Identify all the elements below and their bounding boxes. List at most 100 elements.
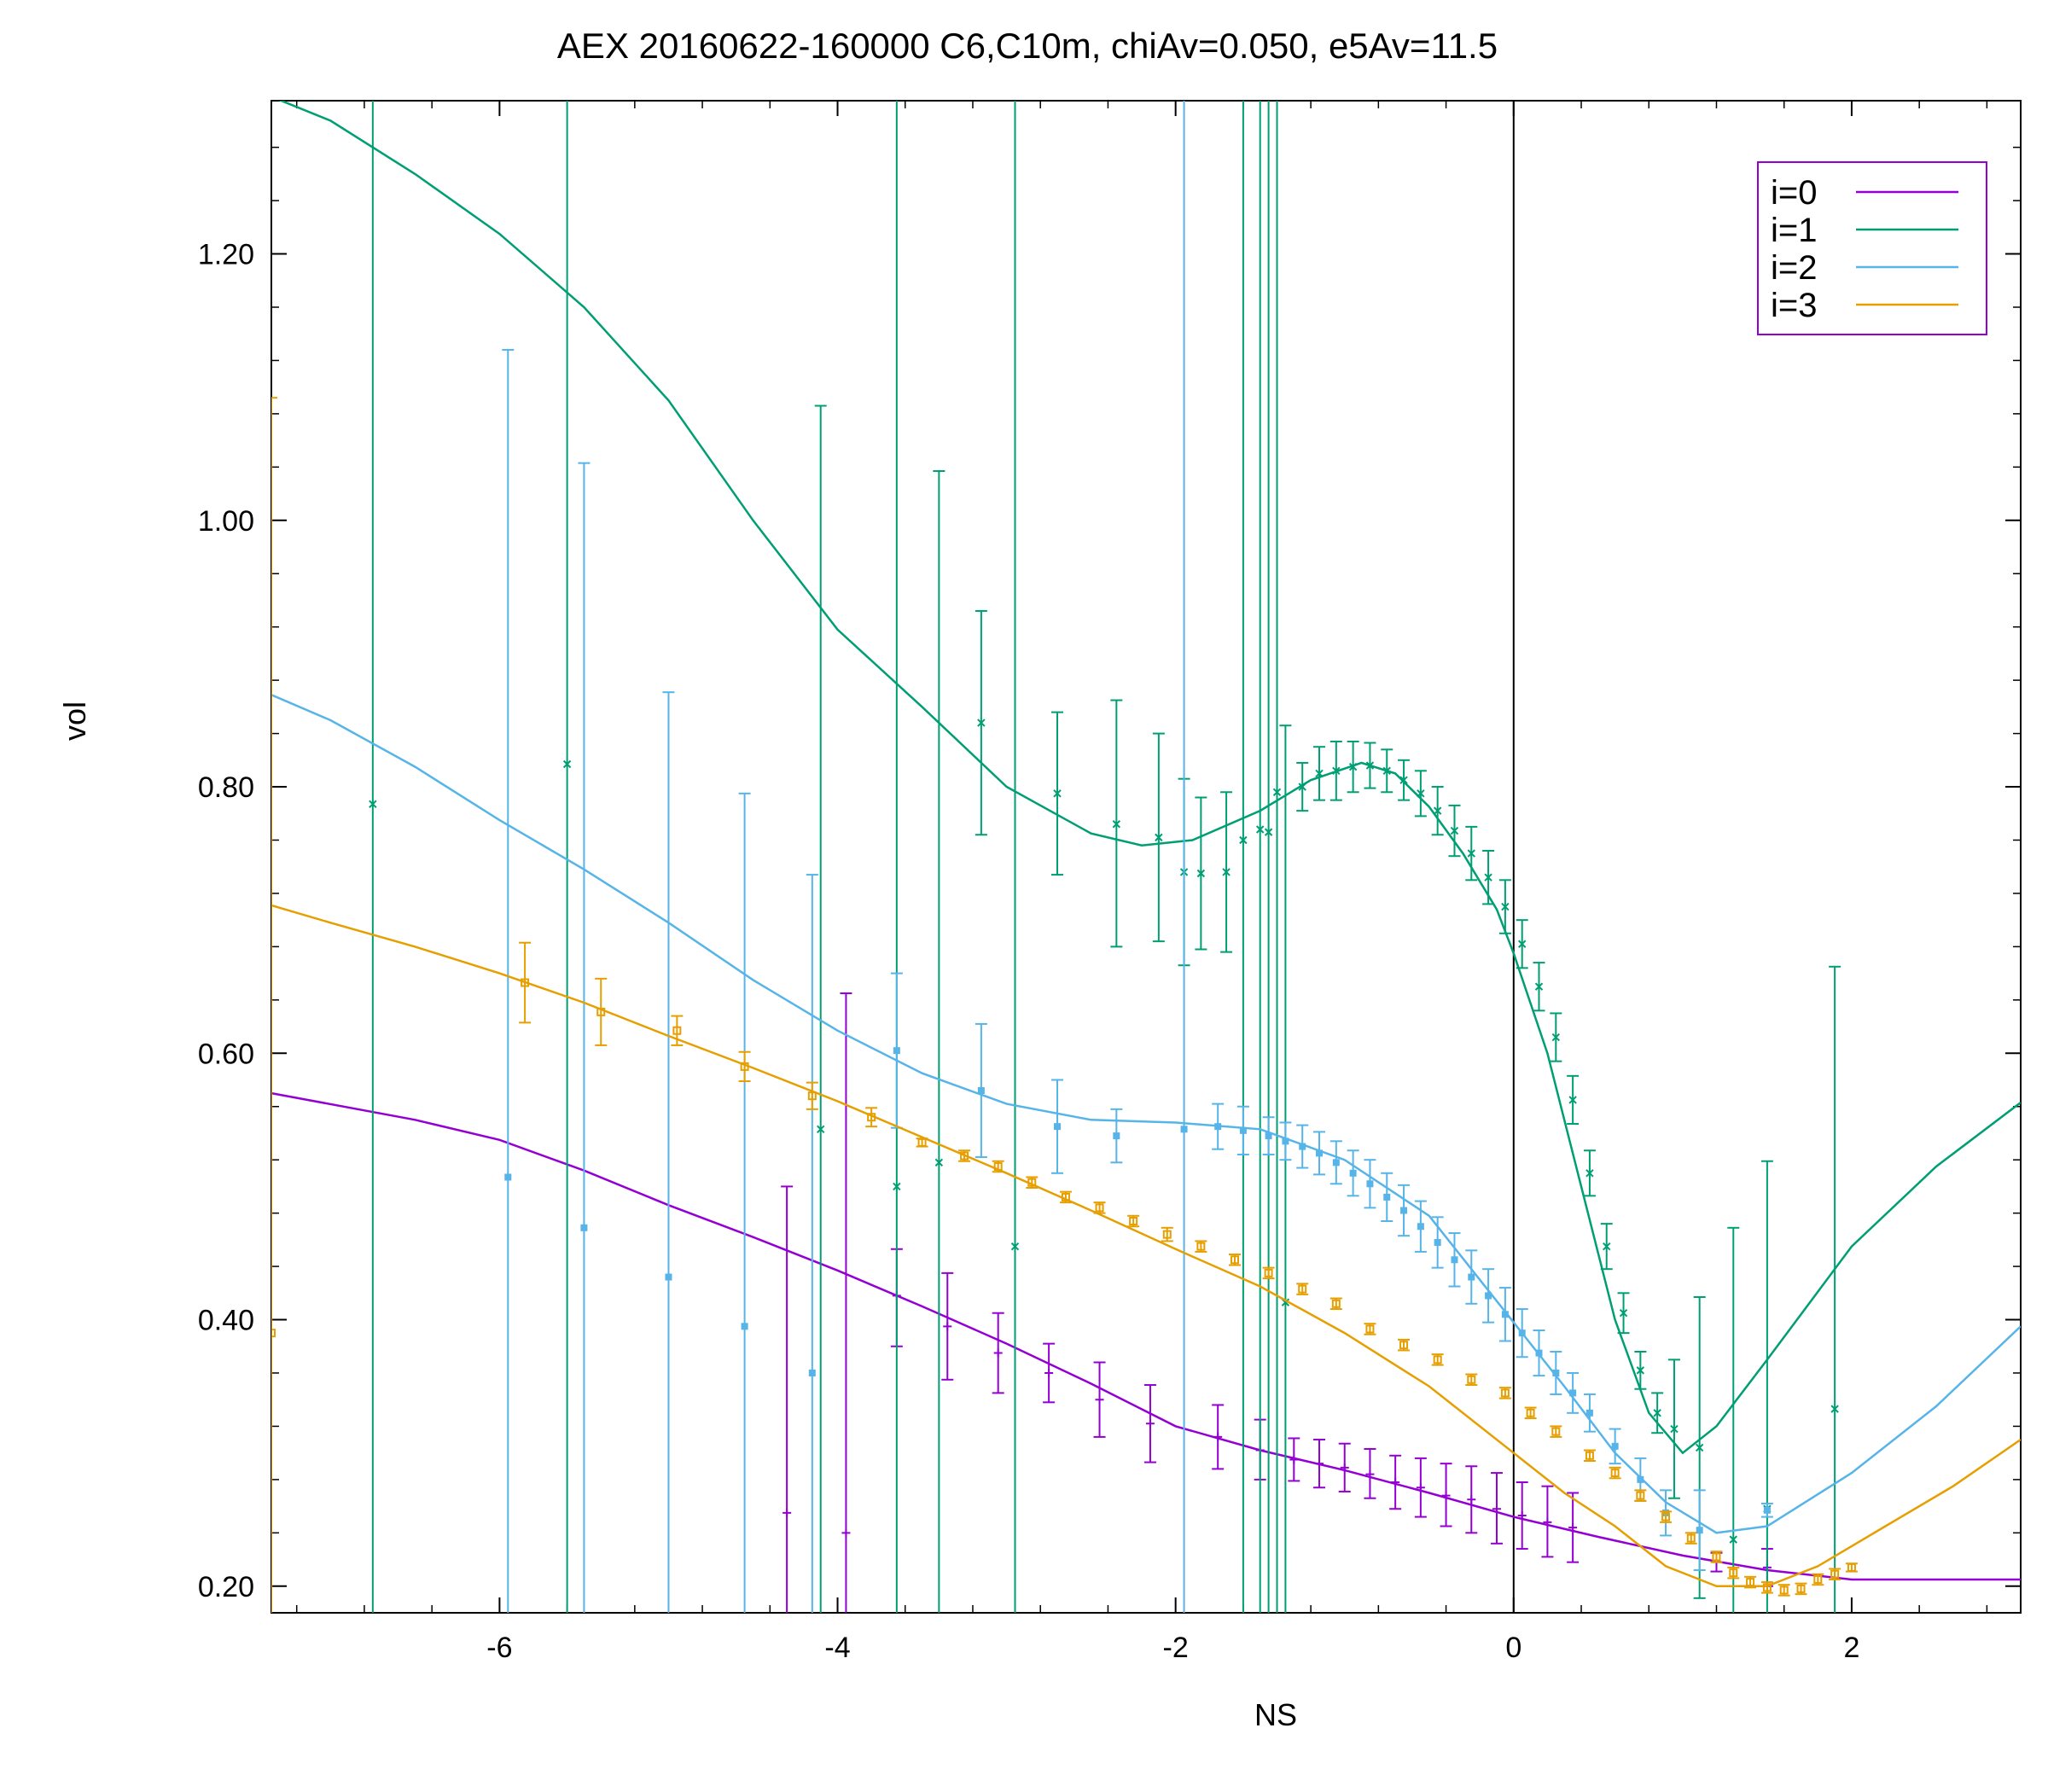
data-point xyxy=(1400,1207,1408,1214)
legend-label: i=2 xyxy=(1771,249,1818,287)
x-tick-label: 2 xyxy=(1843,1632,1859,1664)
data-point xyxy=(740,1062,749,1071)
data-point xyxy=(1433,806,1442,815)
data-point xyxy=(1467,1495,1476,1504)
data-point xyxy=(1534,982,1544,991)
data-point xyxy=(1162,1230,1172,1239)
data-point xyxy=(1535,1349,1543,1357)
data-point xyxy=(1399,776,1408,784)
data-point xyxy=(1492,1504,1501,1514)
data-point xyxy=(1619,1309,1628,1318)
data-point xyxy=(1331,1299,1341,1308)
x-tick-label: -4 xyxy=(824,1632,850,1664)
data-point xyxy=(1779,1585,1789,1595)
legend-box xyxy=(1757,161,1987,335)
data-point xyxy=(1551,1427,1561,1436)
data-point xyxy=(1383,1193,1391,1201)
data-point xyxy=(504,1173,512,1181)
data-point xyxy=(1434,1238,1441,1246)
data-point xyxy=(1095,1395,1104,1405)
plot-area: 0.20 0.40 0.60 0.80 1.00 1.20 -6 -4 -2 0 2 xyxy=(198,100,2022,1664)
data-point xyxy=(1729,1535,1737,1544)
data-point xyxy=(1230,1255,1239,1265)
series-curve xyxy=(271,904,2021,1588)
data-point xyxy=(1551,1033,1561,1042)
series-curve xyxy=(278,101,2021,1455)
data-point xyxy=(1299,1143,1306,1150)
data-point xyxy=(1501,902,1510,911)
data-point xyxy=(1746,1578,1755,1587)
data-point xyxy=(1315,1459,1324,1469)
data-point xyxy=(867,1113,876,1122)
data-point xyxy=(1796,1584,1806,1593)
data-point xyxy=(1365,761,1375,770)
data-point xyxy=(1298,1284,1307,1294)
data-point xyxy=(1603,1242,1611,1251)
data-point xyxy=(808,1369,816,1376)
data-point xyxy=(977,1086,985,1094)
data-point xyxy=(1222,868,1231,876)
data-point xyxy=(1696,1527,1703,1534)
data-point xyxy=(1451,1256,1458,1264)
data-point xyxy=(1239,1126,1247,1134)
data-point xyxy=(1113,1132,1120,1140)
data-point xyxy=(917,1137,927,1147)
data-point xyxy=(1027,1178,1037,1187)
data-point xyxy=(1636,1491,1645,1500)
data-point xyxy=(1484,873,1492,881)
data-point xyxy=(672,1026,682,1035)
legend-label: i=3 xyxy=(1771,287,1818,324)
y-tick-label: 0.20 xyxy=(198,1571,254,1603)
series-3 xyxy=(271,397,2021,1613)
data-point xyxy=(1316,1149,1324,1157)
data-point xyxy=(1239,835,1248,845)
data-point xyxy=(1289,1455,1299,1464)
data-point xyxy=(1145,1419,1155,1428)
data-point xyxy=(1010,1242,1020,1251)
data-point xyxy=(521,978,530,987)
data-point xyxy=(1332,1159,1340,1167)
data-point xyxy=(1054,1123,1062,1131)
data-point xyxy=(893,1047,900,1055)
data-point xyxy=(1568,1523,1578,1533)
data-point xyxy=(1686,1533,1696,1543)
data-point xyxy=(1365,1324,1375,1334)
data-point xyxy=(562,759,572,769)
data-point xyxy=(1517,1511,1527,1521)
legend: i=0i=1i=2i=3 xyxy=(1757,161,1987,335)
y-tick-label: 0.40 xyxy=(198,1305,254,1337)
data-point xyxy=(1399,1341,1409,1350)
data-point xyxy=(1044,1368,1054,1377)
data-point xyxy=(1500,1388,1510,1398)
data-point xyxy=(580,1224,588,1231)
data-point xyxy=(1762,1583,1772,1592)
x-tick-label: 0 xyxy=(1505,1632,1521,1664)
data-point xyxy=(1450,826,1459,835)
data-point xyxy=(1417,789,1425,798)
chart-title: AEX 20160622-160000 C6,C10m, chiAv=0.050… xyxy=(557,26,1498,66)
data-point xyxy=(1264,1268,1273,1277)
x-axis-label: NS xyxy=(1254,1697,1297,1732)
data-point xyxy=(807,1091,817,1101)
data-point xyxy=(1636,1366,1645,1375)
data-point xyxy=(741,1323,748,1330)
series-group xyxy=(271,101,2021,1613)
data-point xyxy=(1264,828,1273,836)
y-tick-label: 0.80 xyxy=(198,771,254,804)
data-point xyxy=(934,1158,944,1167)
data-point xyxy=(943,1322,952,1331)
data-point xyxy=(1272,788,1282,796)
data-point xyxy=(783,1508,792,1517)
y-tick-label: 0.60 xyxy=(198,1038,254,1070)
data-point xyxy=(1661,1512,1671,1521)
y-axis-label: vol xyxy=(57,701,92,741)
data-point xyxy=(271,1329,276,1338)
data-point xyxy=(1416,1483,1425,1492)
data-point xyxy=(1095,1203,1104,1213)
data-point xyxy=(1433,1355,1442,1364)
data-point xyxy=(1813,1574,1823,1584)
data-point xyxy=(1441,1491,1451,1500)
x-tick-label: -6 xyxy=(486,1632,512,1664)
data-point xyxy=(1637,1475,1644,1483)
